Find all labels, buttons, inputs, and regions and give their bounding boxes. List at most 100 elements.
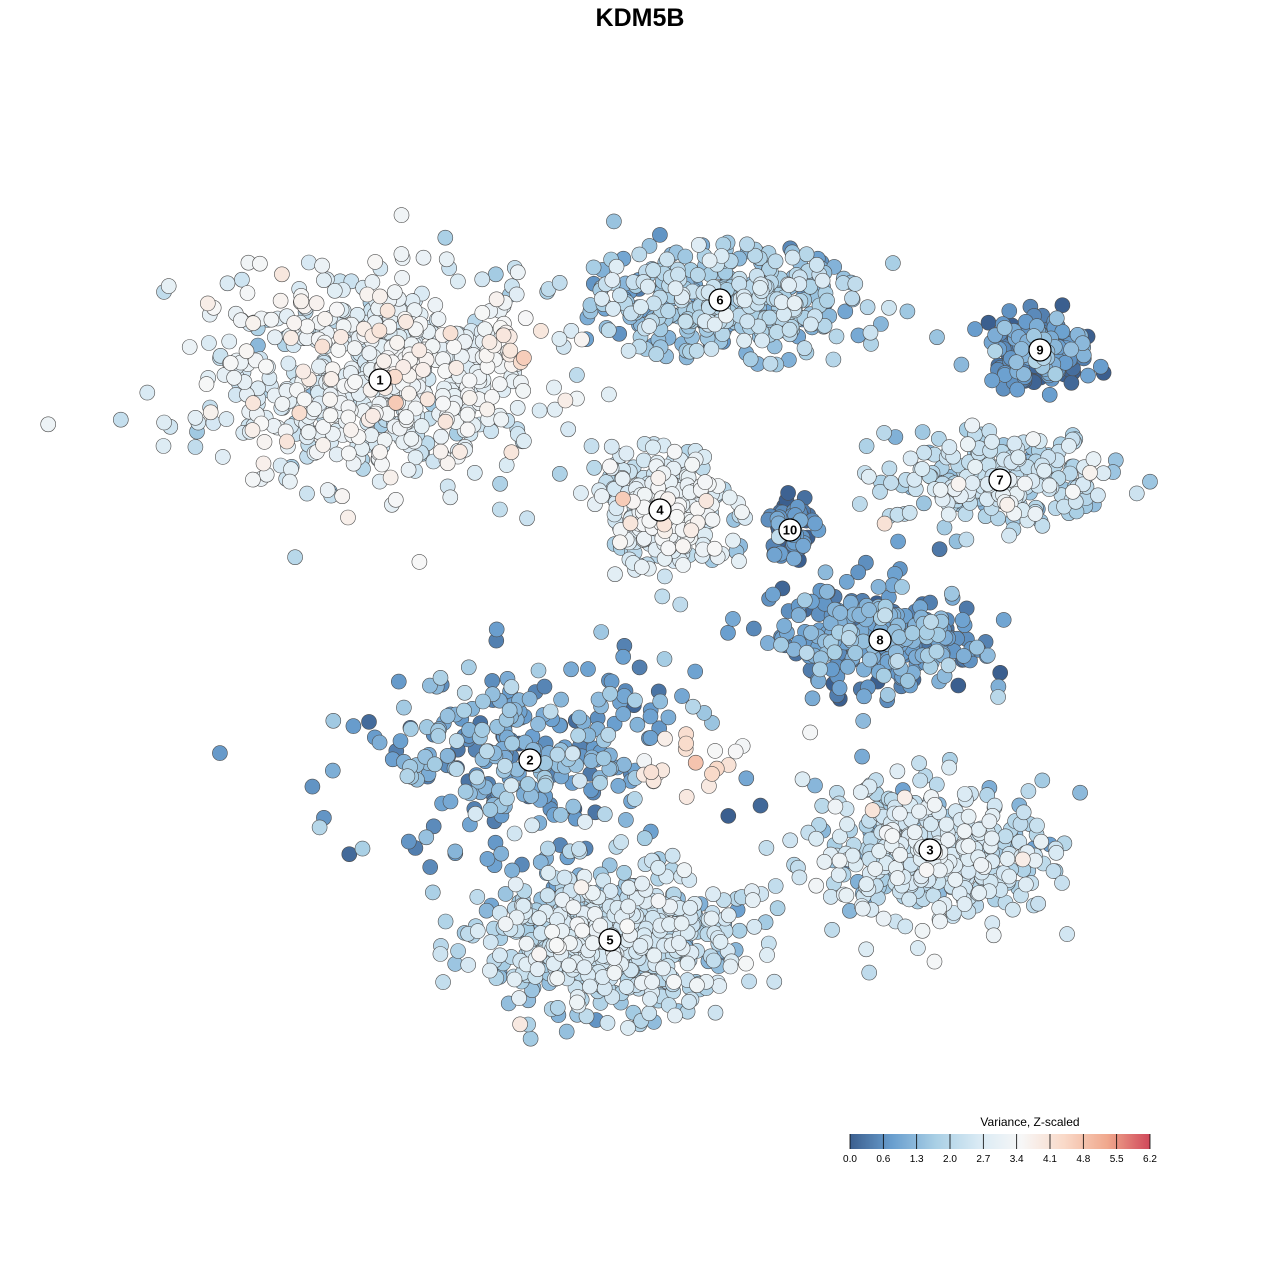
scatter-point (652, 693, 669, 710)
scatter-point (747, 247, 763, 264)
scatter-point (1080, 367, 1096, 384)
scatter-point (549, 970, 566, 987)
scatter-point (516, 350, 532, 366)
scatter-point (376, 353, 392, 370)
scatter-point (646, 947, 663, 964)
legend-tick-label: 4.8 (1076, 1154, 1090, 1165)
scatter-point (914, 461, 931, 477)
scatter-point (425, 818, 442, 835)
scatter-point (654, 588, 671, 605)
scatter-point (1030, 895, 1046, 912)
scatter-point (854, 900, 871, 917)
scatter-point (361, 714, 377, 730)
scatter-point (478, 902, 495, 919)
scatter-point (742, 351, 759, 368)
scatter-point (687, 754, 704, 771)
scatter-point (560, 421, 577, 438)
scatter-point (606, 213, 622, 230)
scatter-point (506, 971, 523, 988)
scatter-point (504, 862, 520, 879)
scatter-point (673, 915, 690, 932)
scatter-point (984, 433, 1000, 450)
scatter-point (503, 444, 520, 461)
scatter-point (540, 840, 556, 857)
scatter-point (725, 611, 741, 627)
scatter-point (973, 857, 990, 873)
scatter-point (766, 546, 783, 563)
scatter-point (493, 845, 510, 862)
scatter-point (773, 636, 789, 653)
scatter-point (245, 471, 261, 488)
scatter-point (626, 791, 643, 807)
scatter-point (884, 828, 901, 844)
scatter-point (255, 455, 272, 472)
scatter-point (850, 564, 867, 581)
scatter-point (926, 953, 943, 970)
scatter-point (831, 680, 848, 696)
scatter-point (679, 955, 696, 972)
legend-tick-label: 2.0 (943, 1154, 957, 1165)
scatter-point (814, 272, 831, 289)
scatter-point (711, 978, 728, 994)
scatter-point (546, 379, 562, 396)
scatter-point (507, 876, 524, 893)
scatter-point (967, 459, 984, 475)
scatter-point (280, 355, 297, 372)
scatter-point (781, 321, 798, 338)
scatter-point (469, 769, 485, 786)
scatter-point (340, 445, 357, 462)
scatter-point (311, 819, 328, 836)
scatter-point (461, 390, 478, 406)
scatter-point (573, 879, 590, 896)
scatter-point (570, 727, 587, 744)
scatter-point (956, 786, 973, 802)
cluster-label-2: 2 (518, 748, 542, 772)
scatter-point (641, 318, 658, 334)
scatter-point (906, 471, 923, 488)
scatter-point (551, 274, 568, 291)
scatter-point (487, 266, 504, 283)
scatter-point (704, 766, 720, 782)
scatter-point (569, 367, 585, 383)
scatter-point (1063, 341, 1079, 358)
scatter-point (1018, 876, 1034, 893)
scatter-point (722, 958, 739, 975)
scatter-point (639, 278, 656, 295)
cluster-label-1: 1 (368, 368, 392, 392)
scatter-point (497, 758, 513, 774)
scatter-point (615, 491, 631, 507)
scatter-point (739, 313, 756, 330)
scatter-point (929, 329, 945, 346)
scatter-point (301, 254, 317, 271)
scatter-point (1045, 863, 1062, 879)
scatter-point (322, 407, 339, 424)
scatter-point (752, 797, 769, 814)
scatter-point (861, 651, 878, 668)
scatter-point (586, 459, 603, 476)
scatter-point (613, 834, 629, 850)
scatter-point (889, 870, 906, 886)
scatter-point (706, 540, 723, 557)
scatter-point (682, 899, 698, 916)
scatter-point (364, 408, 381, 424)
scatter-point (744, 892, 761, 908)
scatter-point (495, 327, 512, 344)
scatter-point (202, 404, 219, 421)
scatter-point (897, 918, 914, 935)
scatter-point (870, 579, 887, 595)
scatter-point (411, 554, 428, 570)
scatter-point (437, 413, 454, 430)
cluster-label-5: 5 (598, 928, 622, 952)
scatter-point (765, 586, 781, 603)
scatter-point (511, 990, 527, 1006)
scatter-point (274, 266, 290, 283)
scatter-point (790, 607, 807, 624)
legend-tick-label: 6.2 (1143, 1154, 1157, 1165)
scatter-point (422, 859, 439, 875)
scatter-point (738, 955, 754, 972)
scatter-point (926, 796, 943, 813)
scatter-point (296, 391, 313, 408)
scatter-point (890, 533, 906, 550)
scatter-point (768, 324, 785, 340)
scatter-point (221, 333, 237, 350)
